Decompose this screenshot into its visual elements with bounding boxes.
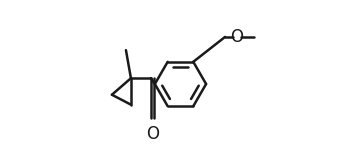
Text: O: O bbox=[146, 125, 159, 143]
Text: O: O bbox=[230, 28, 243, 46]
